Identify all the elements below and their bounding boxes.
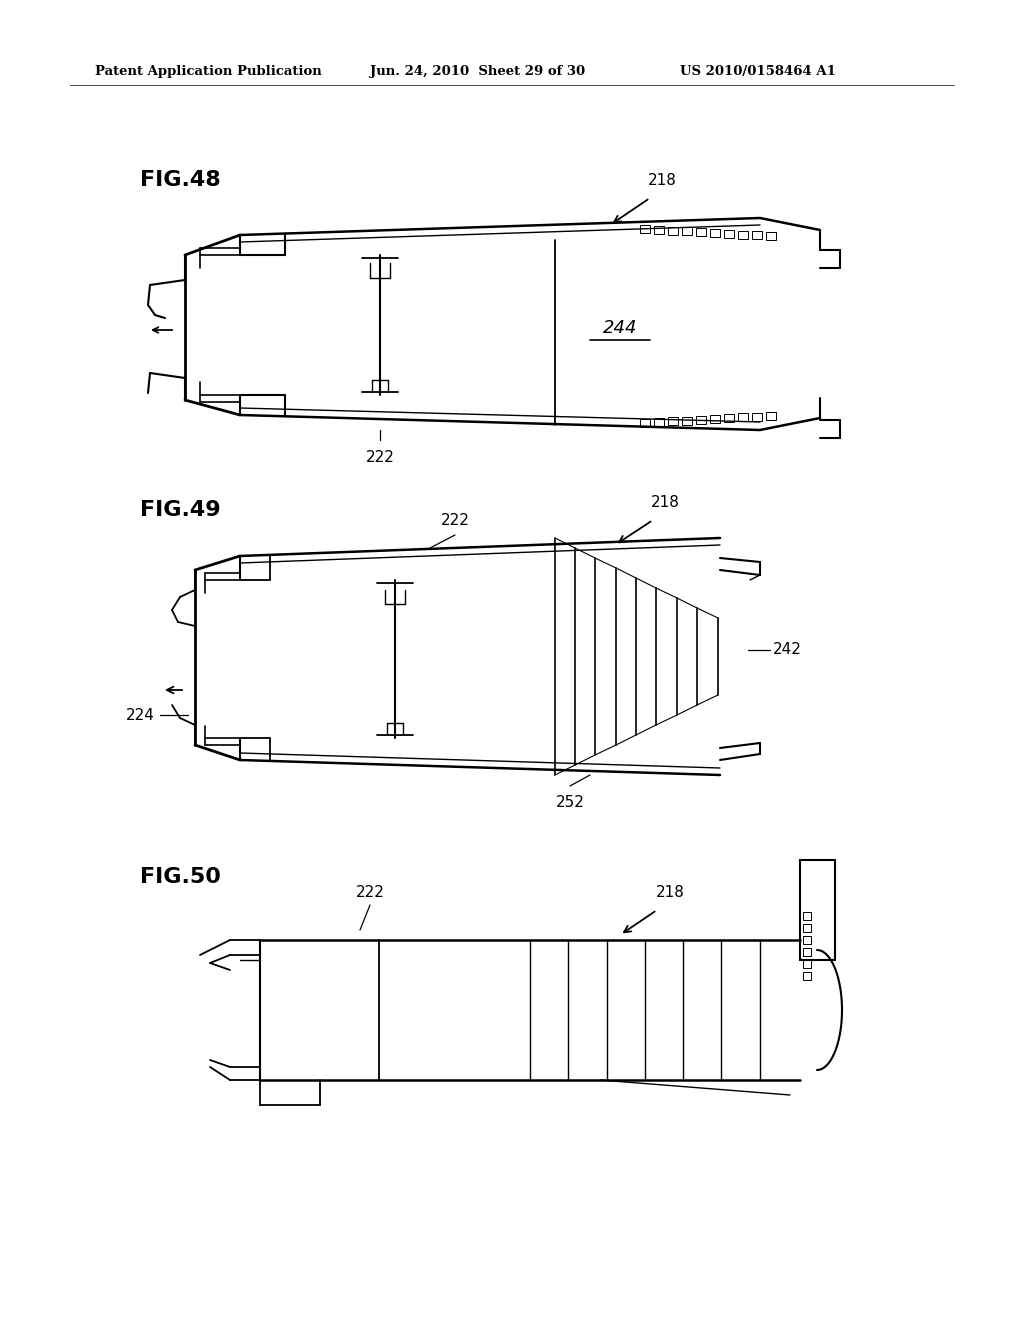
Text: 224: 224	[126, 708, 155, 722]
Bar	[800, 861, 835, 960]
Bar	[724, 230, 734, 238]
Bar	[724, 414, 734, 422]
Bar	[668, 417, 678, 425]
Text: 218: 218	[655, 884, 684, 900]
Text: 218: 218	[650, 495, 680, 510]
Text: 222: 222	[366, 450, 394, 465]
Text: 222: 222	[355, 884, 384, 900]
Text: FIG.48: FIG.48	[140, 170, 221, 190]
Bar	[682, 417, 692, 425]
Bar	[640, 224, 650, 234]
Bar	[710, 414, 720, 422]
Text: 242: 242	[773, 643, 802, 657]
Bar	[803, 948, 811, 956]
Bar	[654, 226, 664, 234]
Bar	[803, 924, 811, 932]
Bar	[668, 227, 678, 235]
Bar	[710, 228, 720, 238]
Bar	[640, 418, 650, 426]
Bar	[738, 231, 748, 239]
Bar	[803, 972, 811, 979]
Text: Patent Application Publication: Patent Application Publication	[95, 66, 322, 78]
Text: 244: 244	[603, 319, 637, 337]
Bar	[682, 227, 692, 235]
Text: Jun. 24, 2010  Sheet 29 of 30: Jun. 24, 2010 Sheet 29 of 30	[370, 66, 585, 78]
Text: 222: 222	[440, 513, 469, 528]
Text: 252: 252	[556, 795, 585, 810]
Text: FIG.50: FIG.50	[140, 867, 221, 887]
Bar	[766, 412, 776, 420]
Bar	[654, 418, 664, 426]
Bar	[696, 416, 706, 424]
Bar	[738, 413, 748, 421]
Text: FIG.49: FIG.49	[140, 500, 220, 520]
Bar	[803, 912, 811, 920]
Bar	[803, 936, 811, 944]
Bar	[752, 231, 762, 239]
Bar	[752, 413, 762, 421]
Text: US 2010/0158464 A1: US 2010/0158464 A1	[680, 66, 836, 78]
Bar	[696, 228, 706, 236]
Text: 218: 218	[647, 173, 677, 187]
Bar	[803, 960, 811, 968]
Bar	[766, 232, 776, 240]
